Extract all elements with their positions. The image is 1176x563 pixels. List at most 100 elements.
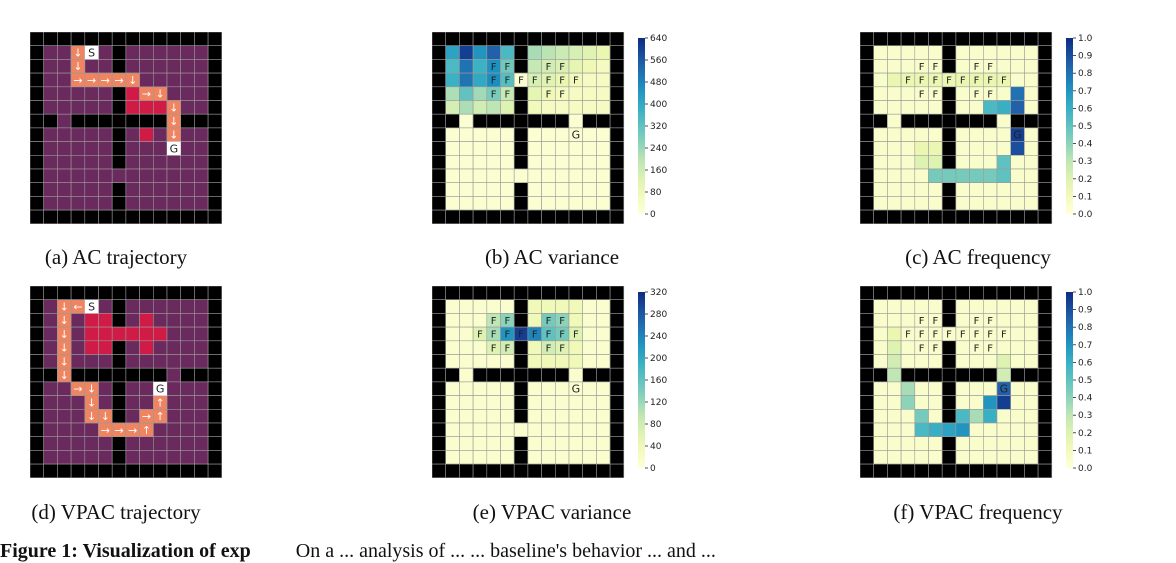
floor-cell (445, 72, 460, 88)
wall-cell (432, 32, 446, 46)
floor-cell (70, 86, 86, 101)
frontier-marker: F (946, 330, 952, 341)
wall-cell (30, 45, 44, 60)
wall-cell (432, 100, 446, 115)
floor-cell (194, 59, 209, 74)
floor-cell (568, 45, 583, 60)
floor-cell (873, 45, 888, 60)
wall-cell (472, 463, 488, 478)
wall-cell (1037, 100, 1053, 115)
wall-cell (30, 354, 44, 369)
wall-cell (513, 59, 529, 74)
frontier-marker: F (960, 330, 966, 341)
floor-cell (983, 168, 998, 183)
wall-cell (860, 32, 874, 46)
floor-cell (555, 381, 570, 396)
floor-cell (1010, 340, 1025, 355)
floor-cell (969, 422, 984, 437)
floor-cell (459, 450, 474, 465)
panel-ac-variance: F F F F F F F F F F F F F F F G 640 560 480 400 320 240 160 80 0 (432, 32, 692, 224)
floor-cell (513, 168, 529, 183)
wall-cell (111, 196, 127, 211)
goal-marker: G (170, 142, 179, 155)
floor-cell (459, 59, 474, 74)
wall-cell (1037, 113, 1053, 129)
wall-cell (527, 463, 542, 478)
floor-cell (125, 354, 140, 369)
wall-cell (860, 299, 874, 314)
floor-cell (887, 422, 902, 437)
floor-cell (568, 450, 583, 465)
frontier-marker: F (559, 76, 565, 87)
floor-cell (125, 100, 140, 115)
floor-cell (125, 381, 140, 396)
floor-cell (459, 395, 474, 410)
floor-cell (139, 127, 154, 142)
floor-cell (996, 395, 1011, 410)
floor-cell (459, 326, 474, 342)
path-arrow: ← (73, 301, 82, 314)
wall-cell (432, 209, 446, 224)
floor-cell (873, 395, 888, 410)
floor-cell (568, 354, 583, 369)
wall-cell (111, 354, 127, 369)
wall-cell (70, 286, 86, 300)
wall-cell (955, 32, 970, 46)
floor-cell (541, 45, 556, 60)
panel-vpac-variance: F F F F F F F F F F F F F F F F G 320 280 240 200 160 120 80 40 0 (432, 286, 692, 478)
colorbar (1066, 292, 1073, 468)
floor-cell (887, 155, 902, 170)
path-arrow: → (73, 74, 82, 87)
floor-cell (596, 409, 611, 424)
floor-cell (900, 422, 916, 437)
floor-cell (996, 100, 1011, 115)
path-cell (153, 395, 168, 410)
wall-cell (30, 155, 44, 170)
floor-cell (139, 299, 154, 314)
floor-cell (1010, 168, 1025, 183)
floor-cell (969, 450, 984, 465)
floor-cell (153, 450, 168, 465)
goal-marker: G (156, 383, 165, 396)
goal-marker: G (1013, 129, 1022, 142)
floor-cell (996, 436, 1011, 451)
wall-cell (500, 367, 515, 383)
floor-cell (139, 354, 154, 369)
wall-cell (57, 32, 72, 46)
frontier-marker: F (987, 62, 993, 73)
wall-cell (125, 367, 140, 383)
floor-cell (166, 155, 181, 170)
wall-cell (84, 463, 99, 478)
floor-cell (153, 100, 168, 115)
frontier-marker: F (518, 76, 524, 87)
floor-cell (596, 72, 611, 88)
wall-cell (527, 209, 542, 224)
wall-cell (432, 450, 446, 465)
floor-cell (70, 409, 86, 424)
colorbar-tick-label: 0.8 (1078, 69, 1093, 79)
floor-cell (166, 299, 181, 314)
floor-cell (125, 395, 140, 410)
floor-cell (139, 72, 154, 88)
wall-cell (609, 100, 625, 115)
wall-cell (555, 367, 570, 383)
floor-cell (472, 313, 488, 328)
floor-cell (555, 168, 570, 183)
frontier-marker: F (960, 76, 966, 87)
floor-cell (43, 409, 58, 424)
floor-cell (472, 409, 488, 424)
floor-cell (1010, 100, 1025, 115)
wall-cell (513, 127, 529, 142)
frontier-marker: F (974, 316, 980, 327)
floor-cell (1010, 381, 1025, 396)
wall-cell (941, 32, 957, 46)
wall-cell (432, 367, 446, 383)
wall-cell (596, 463, 611, 478)
wall-cell (207, 196, 222, 211)
wall-cell (596, 367, 611, 383)
floor-cell (125, 59, 140, 74)
floor-cell (873, 436, 888, 451)
frontier-marker: F (932, 62, 938, 73)
wall-cell (609, 463, 625, 478)
wall-cell (887, 463, 902, 478)
